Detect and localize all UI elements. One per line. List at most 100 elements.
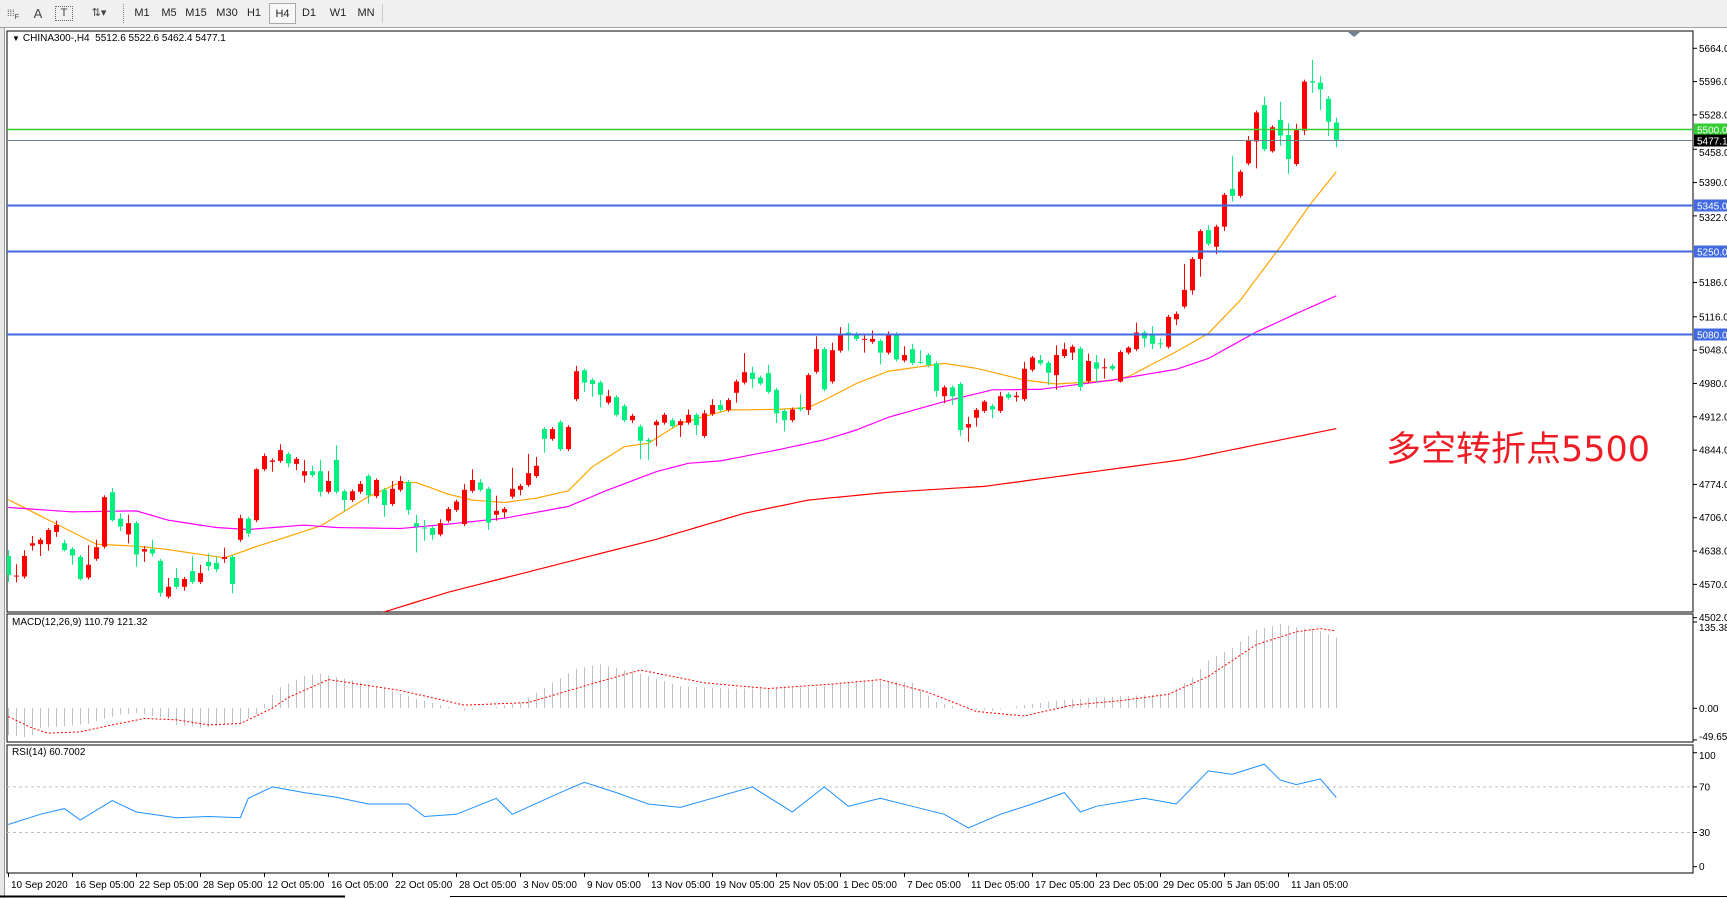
candle (38, 537, 43, 556)
timeframe-m1-button[interactable]: M1 (134, 7, 150, 19)
candle (1238, 169, 1243, 198)
annotation-text: 多空转折点5500 (1386, 430, 1651, 470)
candle (342, 489, 347, 511)
candle-body (134, 523, 139, 555)
time-tick-label: 5 Jan 05:00 (1227, 880, 1280, 891)
arrows-dropdown-icon[interactable]: ⇅▾ (91, 7, 107, 19)
text-label-icon[interactable]: T (55, 6, 73, 21)
candle (550, 427, 555, 441)
candle (518, 483, 523, 496)
timeframe-d1-button[interactable]: D1 (301, 7, 317, 19)
candle-body (1006, 394, 1011, 398)
candle-body (470, 480, 475, 491)
collapse-triangle-icon[interactable]: ▼ (12, 34, 20, 43)
price-tick-label: 4912.0 (1699, 412, 1727, 423)
candle-body (1246, 139, 1251, 164)
candle-body (1182, 289, 1187, 307)
timeframe-h1-button[interactable]: H1 (246, 7, 262, 19)
candle-body (806, 375, 811, 410)
toolbar-separator (382, 4, 385, 23)
candle (854, 332, 859, 341)
candle (878, 338, 883, 365)
current-price-badge (1694, 134, 1727, 147)
candle-body (606, 396, 611, 403)
candle (30, 535, 35, 551)
candle (142, 546, 147, 562)
candle (1174, 311, 1179, 326)
candle-body (454, 501, 459, 510)
rsi-panel-frame (6, 744, 1694, 874)
period-separator-grid-icon[interactable]: ⁞⁞⁞F (6, 8, 20, 21)
timeframe-m5-button[interactable]: M5 (161, 7, 177, 19)
timeframe-w1-button[interactable]: W1 (329, 7, 347, 19)
timeframe-h4-button[interactable]: H4 (269, 3, 296, 24)
time-tick-label: 11 Dec 05:00 (971, 880, 1030, 891)
candle-body (590, 380, 595, 384)
candle (846, 323, 851, 351)
candle-body (1206, 230, 1211, 244)
candle (462, 483, 467, 527)
timeframe-m15-button[interactable]: M15 (185, 7, 207, 19)
level-price-badge (1694, 328, 1727, 341)
candle-body (966, 424, 971, 428)
candle-body (1022, 368, 1027, 400)
candle-body (542, 429, 547, 439)
candle-body (918, 361, 923, 363)
text-icon[interactable]: A (33, 6, 43, 21)
candle (726, 398, 731, 412)
candle (870, 330, 875, 344)
candle (1094, 355, 1099, 383)
time-tick-label: 28 Sep 05:00 (203, 880, 263, 891)
candle-body (558, 422, 563, 450)
candle (1158, 338, 1163, 349)
timeframe-mn-button[interactable]: MN (357, 7, 375, 19)
candle-body (1214, 226, 1219, 247)
candle (558, 420, 563, 452)
rsi-tick-label: 70 (1699, 782, 1711, 793)
candle-body (54, 525, 59, 532)
moving-average-line-2 (8, 295, 1337, 531)
candle (1278, 101, 1283, 146)
candle (62, 539, 67, 552)
candle (1086, 353, 1091, 383)
candle (158, 558, 163, 597)
candle (1014, 391, 1019, 402)
macd-label: MACD(12,26,9) 110.79 121.32 (12, 617, 148, 628)
candle-body (1070, 346, 1075, 353)
candle-body (246, 518, 251, 534)
candle-body (942, 387, 947, 397)
candle (238, 514, 243, 542)
candle-body (646, 439, 651, 442)
candle (990, 404, 995, 419)
candle (1022, 361, 1027, 402)
candle-body (326, 480, 331, 492)
candle-body (190, 571, 195, 582)
candle (806, 373, 811, 415)
candle (614, 395, 619, 417)
candle-body (358, 483, 363, 492)
candle-body (726, 400, 731, 410)
candle-body (1118, 352, 1123, 382)
candle (822, 347, 827, 392)
rsi-line (8, 763, 1337, 829)
candle-body (230, 556, 235, 584)
candle-body (406, 481, 411, 510)
candle-body (62, 543, 67, 551)
candle (926, 353, 931, 368)
candle-body (334, 459, 339, 492)
candle (1318, 76, 1323, 111)
candle (1046, 360, 1051, 385)
candle (1062, 342, 1067, 358)
time-tick-label: 13 Nov 05:00 (651, 880, 711, 891)
candle-body (1302, 81, 1307, 131)
candle-body (1086, 360, 1091, 382)
candle (654, 419, 659, 447)
candle (966, 416, 971, 442)
candle (1206, 225, 1211, 246)
candle (638, 424, 643, 460)
macd-panel-frame (6, 613, 1694, 743)
candle-body (1278, 119, 1283, 136)
candle-body (718, 405, 723, 410)
timeframe-m30-button[interactable]: M30 (216, 7, 238, 19)
